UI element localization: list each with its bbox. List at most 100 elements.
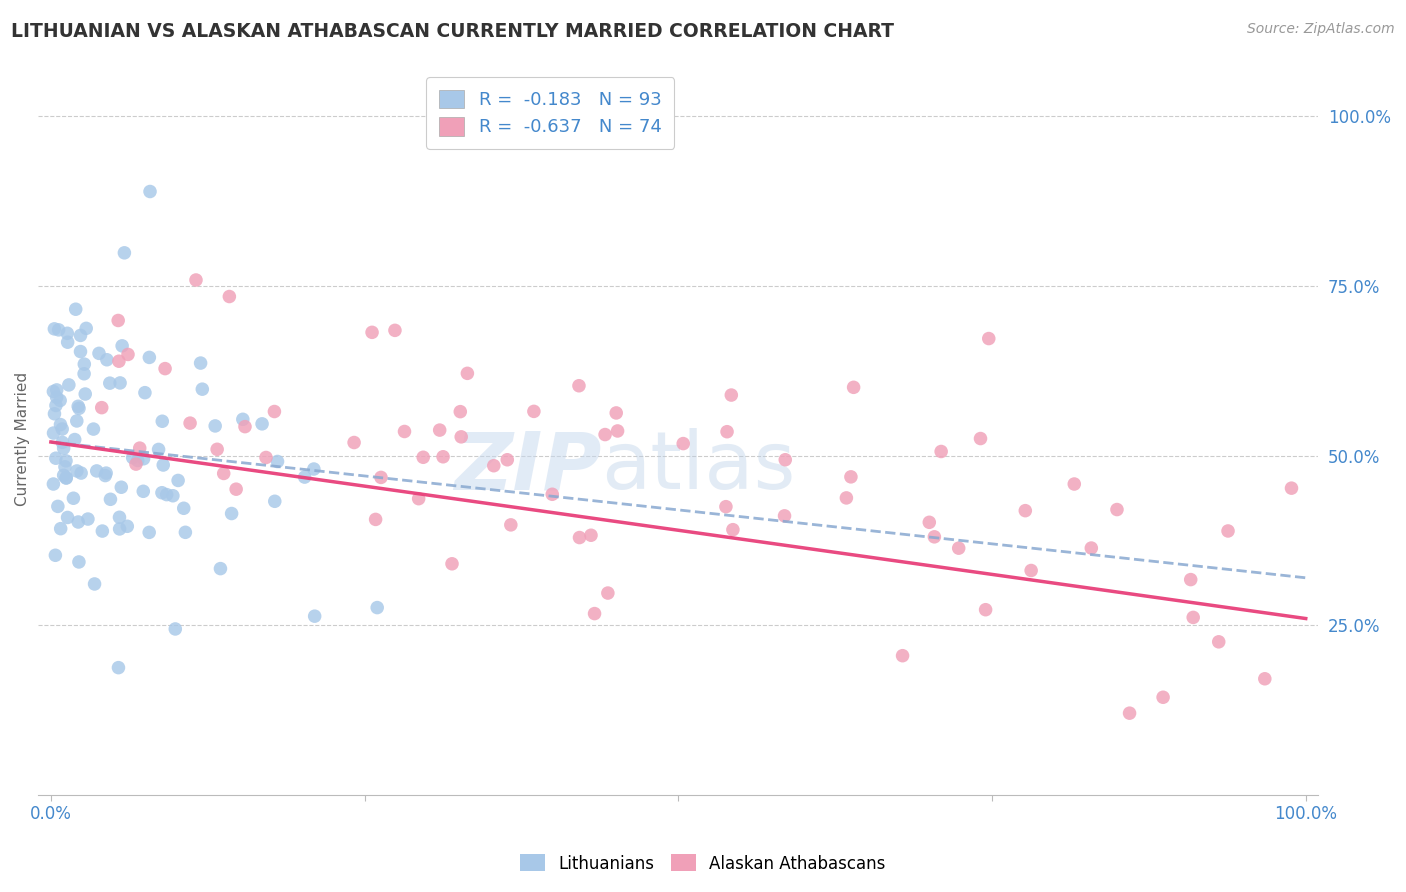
Point [579,528,602,542]
Point [714,500,737,514]
Point [127,453,149,467]
Point [432,450,454,464]
Point [429,423,451,437]
Text: LITHUANIAN VS ALASKAN ATHABASCAN CURRENTLY MARRIED CORRELATION CHART: LITHUANIAN VS ALASKAN ATHABASCAN CURRENT… [11,22,894,41]
Point [108,354,131,368]
Point [1063,477,1085,491]
Point [66,414,89,428]
Point [49,393,72,408]
Text: Source: ZipAtlas.com: Source: ZipAtlas.com [1247,22,1395,37]
Point [212,467,235,481]
Point [107,660,129,674]
Point [568,531,591,545]
Point [408,491,430,506]
Point [132,451,155,466]
Point [1152,690,1174,705]
Point [63,433,86,447]
Point [148,442,170,457]
Point [835,491,858,505]
Point [440,557,463,571]
Point [156,487,179,501]
Point [67,401,90,416]
Point [225,482,247,496]
Point [52,468,75,483]
Point [42,425,65,440]
Point [100,492,122,507]
Point [67,399,90,413]
Point [583,607,606,621]
Text: atlas: atlas [602,428,796,506]
Point [70,466,93,480]
Point [1281,481,1303,495]
Point [482,458,505,473]
Point [204,418,226,433]
Point [366,600,388,615]
Point [96,352,118,367]
Point [266,454,288,468]
Point [121,450,143,465]
Point [716,425,738,439]
Point [1014,503,1036,517]
Point [179,416,201,430]
Y-axis label: Currently Married: Currently Married [15,372,30,506]
Point [125,457,148,471]
Point [56,335,79,350]
Point [250,417,273,431]
Point [45,399,67,413]
Point [150,485,173,500]
Point [49,522,72,536]
Point [1182,610,1205,624]
Point [108,376,131,390]
Point [75,387,97,401]
Point [720,388,742,402]
Point [370,470,392,484]
Point [361,326,384,340]
Point [775,452,797,467]
Point [918,516,941,530]
Point [46,500,69,514]
Point [134,385,156,400]
Point [94,468,117,483]
Point [66,464,89,478]
Point [45,383,67,397]
Point [117,347,139,361]
Point [412,450,434,465]
Point [98,376,121,391]
Point [139,185,162,199]
Point [449,404,471,418]
Point [384,323,406,337]
Point [150,414,173,428]
Point [44,322,66,336]
Point [773,508,796,523]
Point [152,458,174,472]
Point [56,326,79,341]
Text: ZIP: ZIP [454,428,602,506]
Point [165,622,187,636]
Point [606,424,628,438]
Point [174,525,197,540]
Point [1118,706,1140,721]
Point [55,471,77,485]
Point [87,346,110,360]
Point [969,432,991,446]
Point [450,430,472,444]
Point [138,525,160,540]
Point [42,384,65,399]
Point [67,515,90,529]
Point [254,450,277,465]
Point [73,367,96,381]
Point [107,313,129,327]
Point [153,361,176,376]
Point [263,404,285,418]
Point [173,501,195,516]
Point [191,382,214,396]
Point [108,522,131,536]
Point [304,609,326,624]
Point [842,380,865,394]
Point [48,323,70,337]
Point [44,407,66,421]
Point [1019,564,1042,578]
Point [44,549,66,563]
Point [90,401,112,415]
Point [209,561,232,575]
